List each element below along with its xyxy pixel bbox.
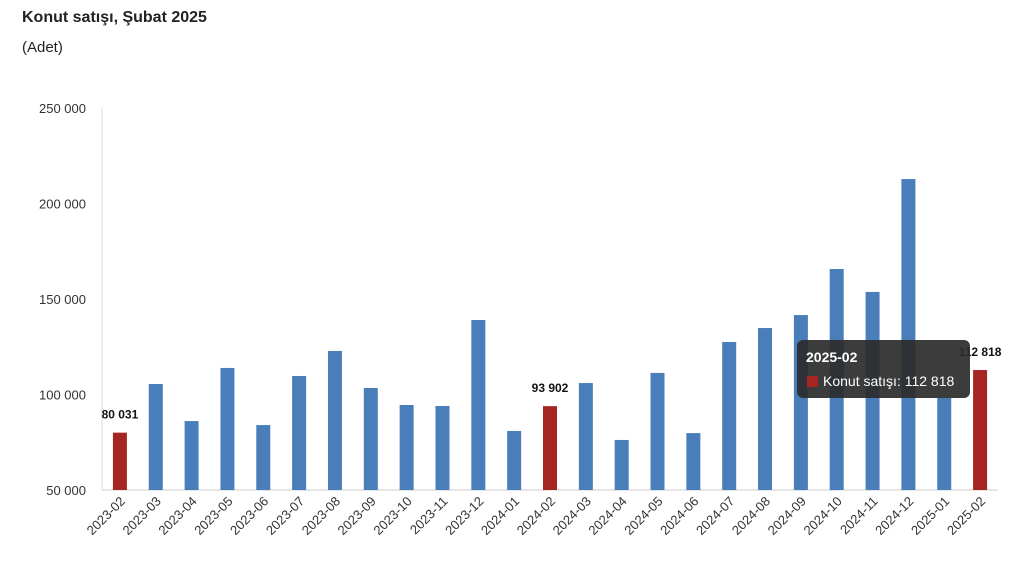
tooltip-swatch xyxy=(807,376,818,387)
tooltip-box xyxy=(797,340,970,398)
x-tick-label: 2023-05 xyxy=(191,494,235,538)
bar xyxy=(973,370,988,490)
chart-subtitle: (Adet) xyxy=(22,39,63,56)
tooltip-text: Konut satışı: 112 818 xyxy=(823,373,954,389)
x-tick-label: 2023-12 xyxy=(442,494,486,538)
bar xyxy=(507,430,522,490)
x-tick-label: 2024-12 xyxy=(872,494,916,538)
bar xyxy=(650,372,665,490)
bar xyxy=(937,397,952,490)
bar xyxy=(327,350,342,490)
x-tick-label: 2023-07 xyxy=(263,494,307,538)
y-tick-label: 150 000 xyxy=(39,292,86,307)
bar xyxy=(901,179,916,490)
bar xyxy=(435,405,450,490)
x-tick-label: 2025-01 xyxy=(908,494,952,538)
bar xyxy=(471,320,486,490)
x-tick-label: 2024-10 xyxy=(800,494,844,538)
x-tick-label: 2023-02 xyxy=(84,494,128,538)
x-tick-label: 2023-04 xyxy=(155,494,199,538)
bar xyxy=(399,405,414,490)
bar xyxy=(578,383,593,490)
x-tick-label: 2023-10 xyxy=(370,494,414,538)
bar xyxy=(543,406,557,490)
bar xyxy=(758,328,773,490)
x-tick-label: 2025-02 xyxy=(944,494,988,538)
x-tick-label: 2024-04 xyxy=(585,494,629,538)
x-tick-label: 2024-03 xyxy=(550,494,594,538)
bar xyxy=(722,341,737,490)
value-label: 80 031 xyxy=(102,408,139,422)
x-tick-label: 2023-08 xyxy=(299,494,343,538)
x-tick-label: 2023-11 xyxy=(407,494,451,538)
bar xyxy=(184,421,199,490)
x-tick-label: 2023-03 xyxy=(120,494,164,538)
x-tick-label: 2023-06 xyxy=(227,494,271,538)
bar xyxy=(256,425,271,490)
y-tick-label: 200 000 xyxy=(39,197,86,212)
x-tick-label: 2024-09 xyxy=(765,494,809,538)
x-tick-label: 2024-07 xyxy=(693,494,737,538)
bar xyxy=(112,432,127,490)
tooltip-title: 2025-02 xyxy=(806,349,858,365)
y-tick-label: 50 000 xyxy=(46,483,86,498)
x-tick-label: 2023-09 xyxy=(335,494,379,538)
x-tick-label: 2024-11 xyxy=(837,494,881,538)
x-tick-label: 2024-05 xyxy=(621,494,665,538)
bar xyxy=(686,433,701,490)
bar xyxy=(363,388,378,490)
value-label: 93 902 xyxy=(532,381,569,395)
bar xyxy=(148,383,163,490)
y-tick-label: 100 000 xyxy=(39,388,86,403)
x-tick-label: 2024-08 xyxy=(729,494,773,538)
bar xyxy=(220,367,235,490)
y-tick-label: 250 000 xyxy=(39,101,86,116)
bar xyxy=(614,439,629,490)
bar xyxy=(292,375,307,490)
chart-title: Konut satışı, Şubat 2025 xyxy=(22,9,207,26)
tooltip: 2025-02 Konut satışı: 112 818 xyxy=(797,340,970,398)
x-tick-label: 2024-01 xyxy=(478,494,522,538)
x-tick-label: 2024-06 xyxy=(657,494,701,538)
x-tick-label: 2024-02 xyxy=(514,494,558,538)
